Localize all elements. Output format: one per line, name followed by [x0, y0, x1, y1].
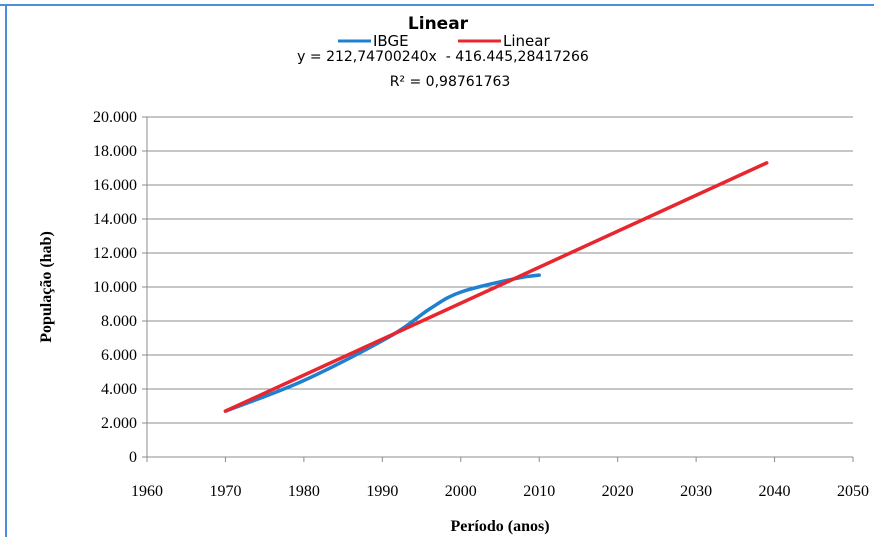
r-squared: R² = 0,98761763	[390, 74, 511, 90]
y-tick-label: 18.000	[93, 143, 137, 160]
x-tick-label: 1970	[209, 483, 241, 500]
regression-equation: y = 212,74700240x - 416.445,28417266	[297, 49, 589, 65]
grid-lines	[147, 116, 853, 424]
series-line-linear	[223, 161, 769, 413]
x-tick-label: 2000	[445, 483, 477, 500]
legend-label-linear: Linear	[503, 32, 550, 50]
x-tick-label: 2020	[602, 483, 634, 500]
y-tick-label: 6.000	[101, 347, 137, 364]
y-tick-label: 10.000	[93, 279, 137, 296]
chart-title: Linear	[408, 14, 469, 34]
x-tick-label: 1990	[366, 483, 398, 500]
y-tick-labels: 0 2.000 4.000 6.000 8.000 10.000 12.000 14.000 1…	[93, 109, 137, 466]
x-tick-label: 2040	[759, 483, 791, 500]
y-tick-label: 16.000	[93, 177, 137, 194]
y-tick-label: 14.000	[93, 211, 137, 228]
x-tick-label: 1960	[131, 483, 163, 500]
y-tick-label: 20.000	[93, 109, 137, 126]
y-tick-label: 4.000	[101, 381, 137, 398]
y-tick-label: 0	[129, 449, 137, 466]
x-tick-label: 1980	[288, 483, 320, 500]
x-tick-label: 2050	[837, 483, 869, 500]
axes	[142, 116, 854, 462]
x-tick-labels: 1960 1970 1980 1990 2000 2010 2020 2030 2040 2050	[131, 483, 869, 500]
x-tick-label: 2010	[523, 483, 555, 500]
legend-label-ibge: IBGE	[373, 32, 409, 50]
series-lines	[223, 161, 769, 413]
legend: IBGE Linear	[338, 32, 550, 50]
x-tick-label: 2030	[680, 483, 712, 500]
y-tick-label: 12.000	[93, 245, 137, 262]
y-axis-title: População (hab)	[38, 231, 55, 343]
y-tick-label: 8.000	[101, 313, 137, 330]
y-tick-label: 2.000	[101, 415, 137, 432]
x-axis-title: Período (anos)	[450, 518, 549, 535]
